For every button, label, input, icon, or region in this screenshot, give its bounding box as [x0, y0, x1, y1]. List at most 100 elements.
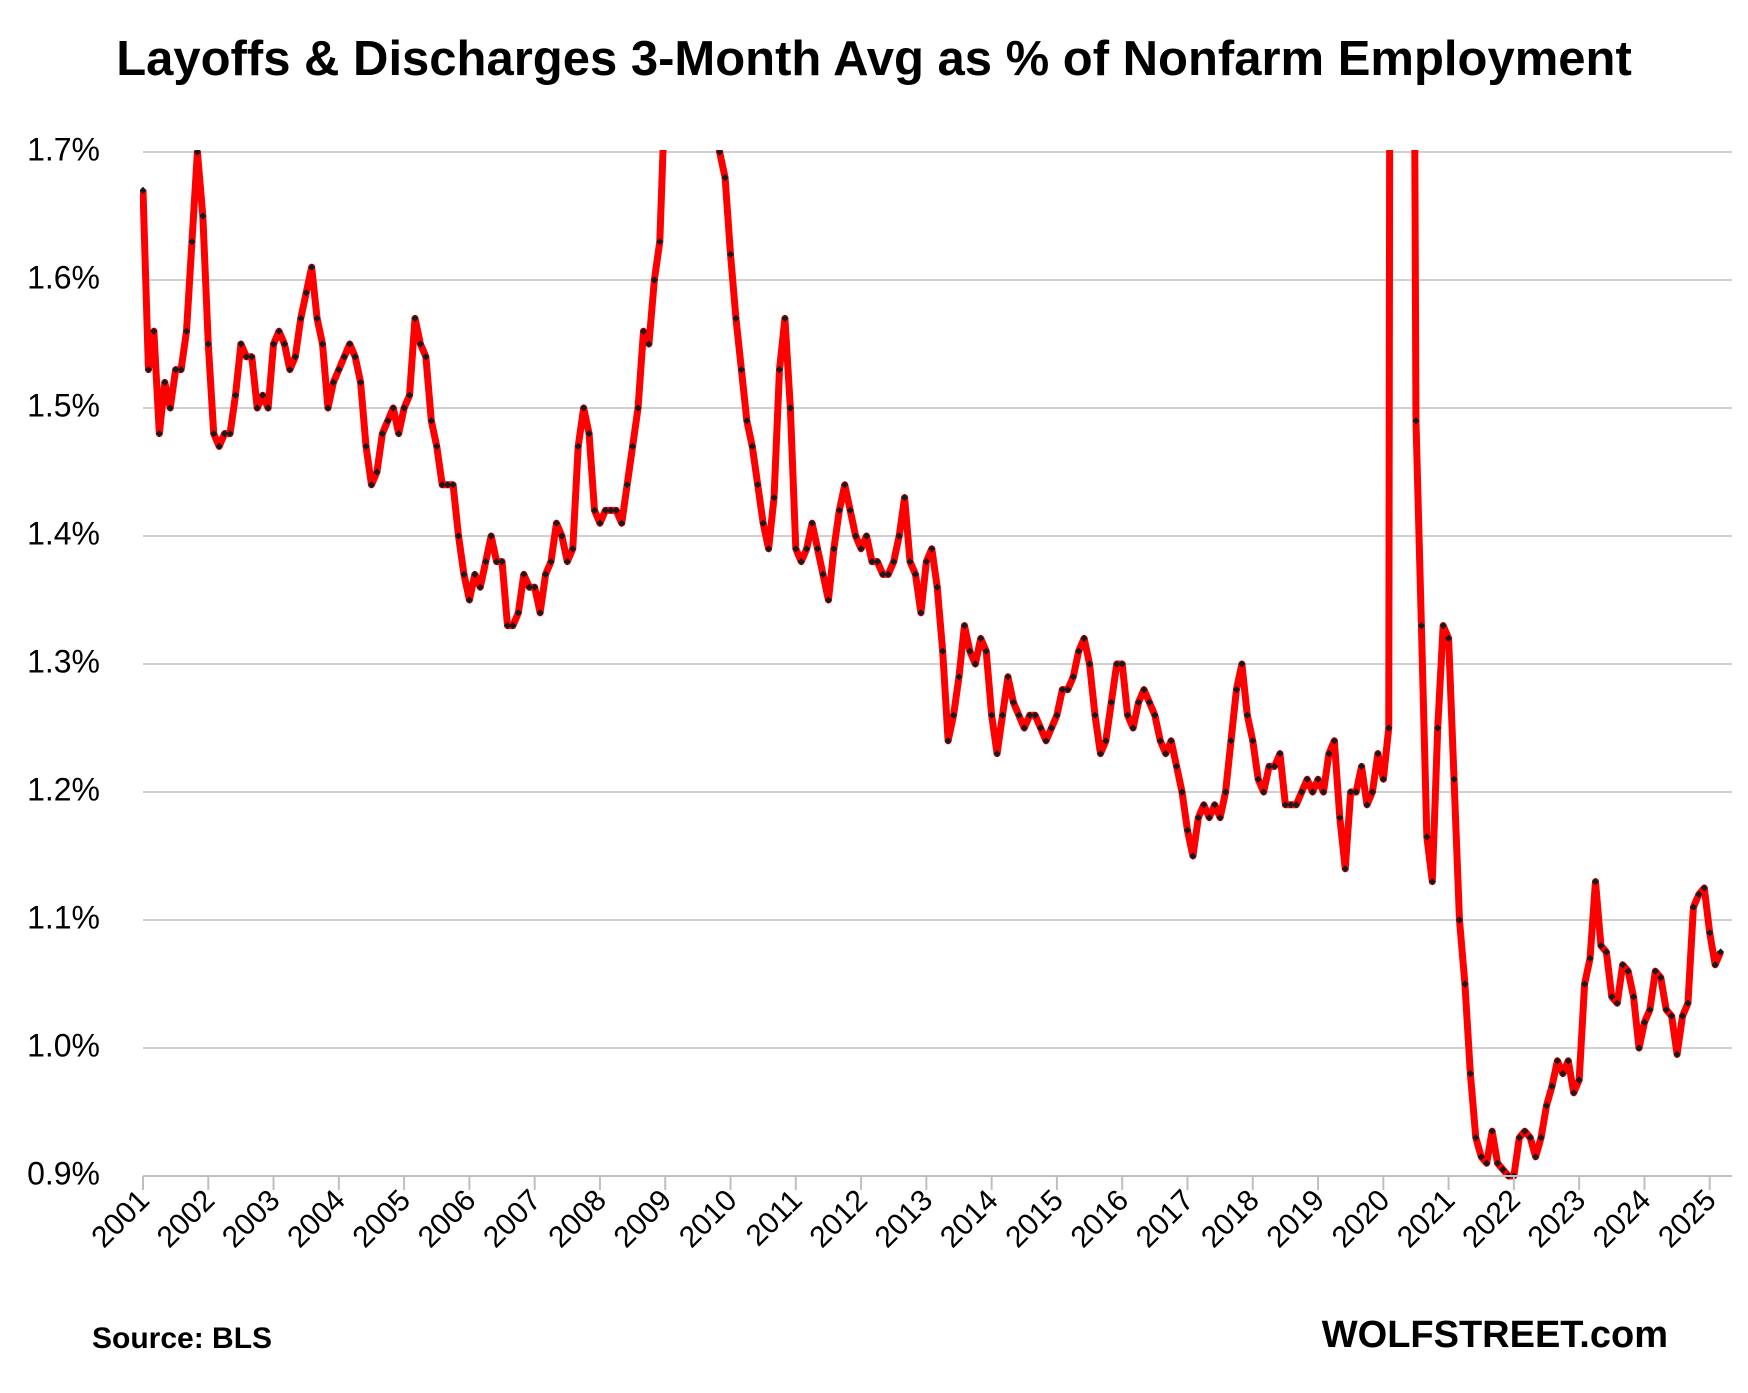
point-marker — [1619, 961, 1627, 969]
point-marker — [1276, 750, 1284, 758]
point-marker — [487, 532, 495, 540]
point-marker — [1091, 711, 1099, 719]
point-marker — [237, 340, 245, 348]
point-marker — [601, 506, 609, 514]
point-marker — [1635, 1044, 1643, 1052]
point-marker — [1477, 1153, 1485, 1161]
point-marker — [890, 558, 898, 566]
point-marker — [1064, 686, 1072, 694]
point-marker — [1379, 775, 1387, 783]
point-marker — [275, 327, 283, 335]
x-tick-label: 2024 — [1587, 1184, 1658, 1255]
point-marker — [700, 0, 707, 2]
point-marker — [438, 481, 446, 489]
point-marker — [1341, 865, 1349, 873]
point-marker — [1058, 686, 1066, 694]
point-marker — [1173, 762, 1181, 770]
point-marker — [264, 404, 272, 412]
point-marker — [618, 519, 626, 527]
point-marker — [416, 340, 425, 348]
x-tick-label: 2016 — [1065, 1184, 1136, 1255]
point-marker — [291, 353, 299, 361]
point-marker — [444, 481, 452, 489]
point-marker — [536, 609, 544, 617]
point-marker — [1586, 954, 1594, 962]
point-marker — [1662, 1006, 1670, 1014]
point-marker — [884, 570, 892, 578]
point-marker — [1657, 974, 1665, 982]
point-marker — [172, 366, 180, 374]
point-marker — [1613, 999, 1621, 1007]
point-marker — [1363, 801, 1371, 809]
chart-title: Layoffs & Discharges 3-Month Avg as % of… — [116, 32, 1632, 86]
point-marker — [1216, 814, 1224, 822]
point-marker — [748, 442, 756, 450]
point-marker — [1238, 660, 1246, 668]
point-marker — [509, 622, 517, 630]
point-marker — [177, 366, 185, 374]
point-marker — [373, 468, 381, 476]
point-marker — [269, 340, 278, 348]
point-marker — [1118, 660, 1126, 668]
point-marker — [155, 430, 163, 438]
point-marker — [405, 391, 414, 399]
point-marker — [580, 404, 588, 412]
point-marker — [541, 570, 550, 578]
x-tick-label: 2010 — [673, 1184, 744, 1255]
point-marker — [590, 506, 599, 514]
point-marker — [1037, 724, 1045, 732]
point-marker — [1330, 737, 1338, 745]
point-marker — [1428, 878, 1436, 886]
point-marker — [1015, 711, 1023, 719]
x-tick-label: 2017 — [1130, 1184, 1201, 1255]
x-tick-label: 2005 — [347, 1184, 418, 1255]
point-marker — [1254, 775, 1262, 783]
point-marker — [308, 263, 316, 271]
y-tick-label: 1.7% — [27, 131, 100, 167]
point-marker — [1178, 788, 1186, 796]
point-marker — [1031, 711, 1039, 719]
point-marker — [781, 314, 789, 322]
point-marker — [1314, 775, 1322, 783]
point-marker — [248, 353, 256, 361]
point-marker — [949, 711, 958, 719]
point-marker — [754, 481, 762, 489]
point-marker — [400, 404, 408, 412]
point-marker — [482, 558, 490, 566]
point-marker — [1183, 826, 1192, 834]
point-marker — [1113, 660, 1121, 668]
point-marker — [411, 314, 419, 322]
point-marker — [960, 622, 969, 630]
point-marker — [922, 558, 930, 566]
point-marker — [857, 545, 865, 553]
point-marker — [1124, 711, 1132, 719]
point-marker — [395, 430, 403, 438]
point-marker — [1298, 788, 1306, 796]
point-marker — [1336, 814, 1344, 822]
point-marker — [253, 404, 261, 412]
point-marker — [1423, 833, 1431, 841]
point-marker — [873, 558, 881, 566]
point-marker — [650, 276, 658, 284]
point-marker — [1357, 762, 1366, 770]
point-marker — [1559, 1070, 1567, 1078]
x-tick-label: 2019 — [1260, 1184, 1331, 1255]
point-marker — [563, 558, 571, 566]
point-marker — [1319, 788, 1328, 796]
point-marker — [280, 340, 289, 348]
point-marker — [242, 353, 250, 361]
point-marker — [1368, 788, 1377, 796]
point-marker — [1189, 852, 1197, 860]
point-marker — [634, 404, 642, 412]
point-marker — [384, 417, 392, 425]
point-marker — [1200, 801, 1208, 809]
point-marker — [803, 545, 811, 553]
point-marker — [329, 378, 337, 386]
point-marker — [1695, 890, 1703, 898]
point-marker — [629, 442, 637, 450]
point-marker — [140, 186, 147, 194]
point-marker — [977, 634, 985, 642]
point-marker — [1706, 929, 1714, 937]
point-marker — [1265, 762, 1273, 770]
